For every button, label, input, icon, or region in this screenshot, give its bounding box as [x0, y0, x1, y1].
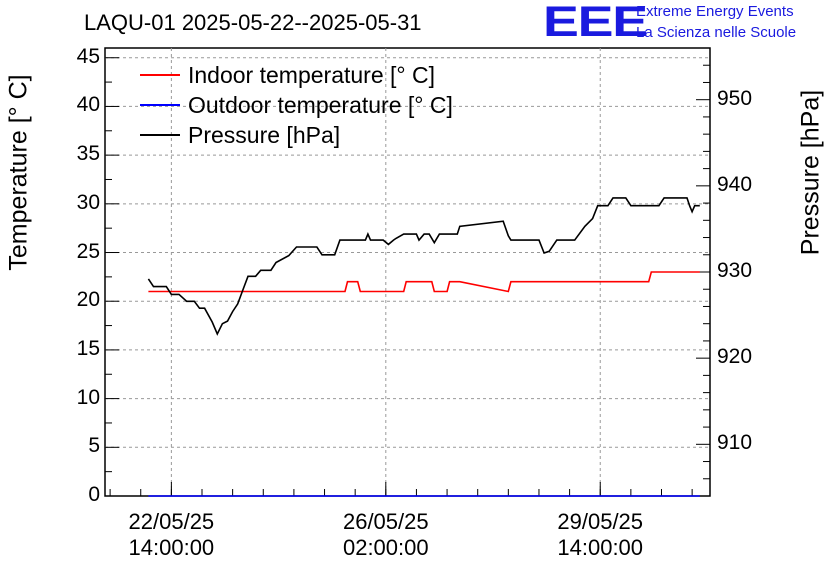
y-tick-label-right: 950 [717, 86, 753, 110]
y-tick-label-left: 25 [76, 239, 100, 263]
y-tick-label-left: 35 [76, 142, 100, 166]
y-tick-label-left: 45 [76, 44, 100, 68]
series-indoor-temperature [148, 271, 700, 293]
y-axis-left-label: Temperature [° C] [4, 74, 33, 271]
y-tick-label-left: 30 [76, 190, 100, 214]
x-tick-date: 22/05/25 [128, 509, 215, 534]
axis-ticks [105, 47, 710, 497]
legend-swatch-indoor [140, 74, 180, 76]
logo-line-2: La Scienza nelle Scuole [636, 24, 797, 41]
legend-item-outdoor: Outdoor temperature [° C] [140, 90, 453, 120]
x-tick-label: 22/05/25 14:00:00 [91, 509, 251, 561]
legend-item-pressure: Pressure [hPa] [140, 120, 453, 150]
legend-label-pressure: Pressure [hPa] [188, 121, 341, 148]
legend-item-indoor: Indoor temperature [° C] [140, 60, 453, 90]
y-tick-label-right: 940 [717, 172, 753, 196]
legend: Indoor temperature [° C] Outdoor tempera… [140, 60, 453, 150]
series-lines [147, 197, 700, 497]
y-tick-label-left: 10 [76, 385, 100, 409]
x-tick-date: 29/05/25 [557, 509, 644, 534]
x-tick-date: 26/05/25 [342, 509, 429, 534]
y-tick-label-right: 910 [717, 431, 753, 455]
legend-label-outdoor: Outdoor temperature [° C] [188, 91, 453, 118]
legend-swatch-pressure [140, 134, 180, 136]
x-tick-label: 29/05/25 14:00:00 [520, 509, 680, 561]
x-tick-time: 02:00:00 [342, 535, 429, 560]
series-pressure [147, 197, 700, 336]
legend-swatch-outdoor [140, 104, 180, 106]
y-tick-label-left: 5 [88, 434, 100, 458]
y-tick-label-left: 40 [76, 93, 100, 117]
y-tick-label-left: 20 [76, 288, 100, 312]
y-tick-label-left: 15 [76, 336, 100, 360]
legend-label-indoor: Indoor temperature [° C] [188, 61, 435, 88]
x-tick-label: 26/05/25 02:00:00 [306, 509, 466, 561]
y-axis-right-label: Pressure [hPa] [796, 89, 825, 256]
y-tick-label-right: 930 [717, 259, 753, 282]
logo-line-1: Extreme Energy Events [636, 3, 794, 20]
x-tick-time: 14:00:00 [557, 535, 644, 560]
eee-logo: EEE [543, 0, 648, 46]
chart-title: LAQU-01 2025-05-22--2025-05-31 [84, 10, 422, 35]
y-tick-label-left: 0 [88, 483, 100, 506]
x-tick-time: 14:00:00 [128, 535, 215, 560]
y-tick-label-right: 920 [717, 345, 753, 369]
